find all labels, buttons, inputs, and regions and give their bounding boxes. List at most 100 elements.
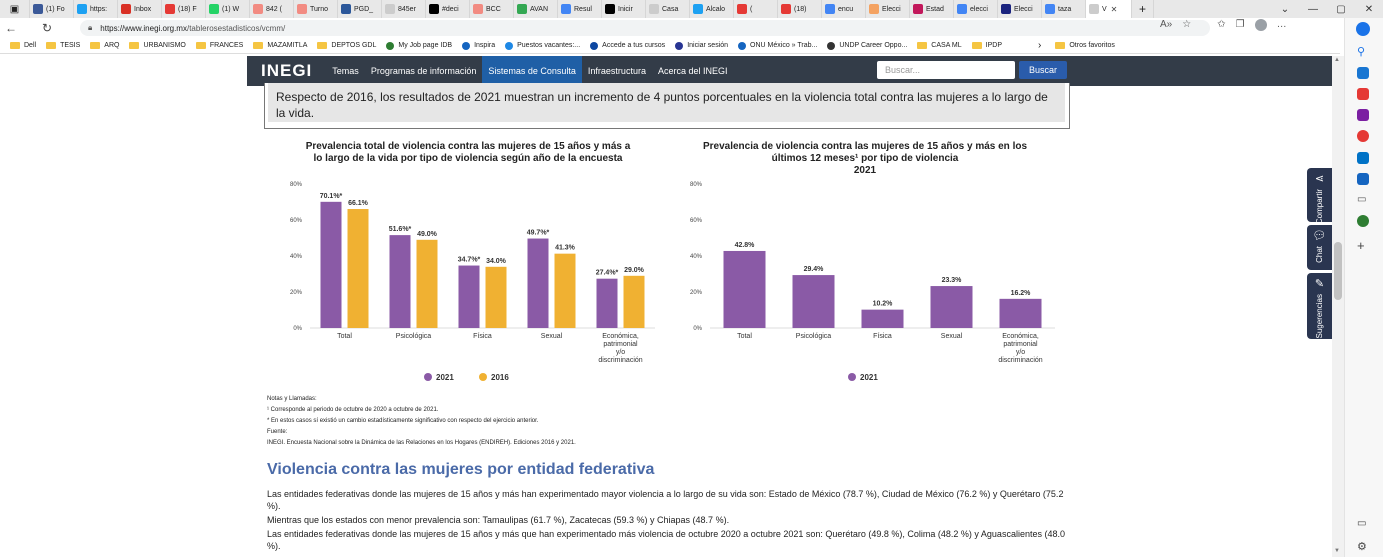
address-bar[interactable]: 🔒︎ https://www.inegi.org.mx/tablerosesta… [80,20,1210,36]
search-input[interactable]: Buscar... [877,61,1015,79]
browser-tab[interactable]: 845er [382,0,426,18]
browser-tab[interactable]: ( [734,0,778,18]
tab-actions-icon[interactable]: ▣ [0,0,30,18]
bookmark-item[interactable]: UNDP Career Oppo... [827,41,907,50]
nav-link[interactable]: Sistemas de Consulta [482,56,582,86]
drop-icon[interactable] [1357,173,1369,185]
bookmark-item[interactable]: MAZAMITLA [253,42,307,49]
browser-tab[interactable]: Casa [646,0,690,18]
browser-tab[interactable]: taza [1042,0,1086,18]
nav-link[interactable]: Acerca del INEGI [657,66,728,76]
nav-link[interactable]: Temas [332,66,359,76]
folder-icon [253,42,264,49]
designer-icon[interactable]: ▭ [1357,194,1367,205]
browser-tab[interactable]: Resul [558,0,602,18]
browser-tab[interactable]: Inicir [602,0,646,18]
browser-tab[interactable]: Estad [910,0,954,18]
bookmark-item[interactable]: Dell [10,42,36,49]
close-window-icon[interactable]: ✕ [1364,3,1374,15]
browser-tab[interactable]: V ✕ [1086,0,1132,18]
browser-tab[interactable]: #deci [426,0,470,18]
chart2-title-line: últimos 12 meses¹ por tipo de violencia [771,153,959,164]
reload-icon[interactable]: ↻ [41,21,53,35]
bookmark-item[interactable]: ARQ [90,42,119,49]
more-menu-icon[interactable]: … [1276,19,1287,30]
add-icon[interactable]: + [1357,238,1365,253]
games-icon[interactable] [1357,109,1369,121]
scroll-up-arrow[interactable]: ▲ [1334,57,1340,63]
search-button[interactable]: Buscar [1019,61,1067,79]
bookmark-item[interactable]: CASA ML [917,42,962,49]
browser-tab[interactable]: (18) [778,0,822,18]
tab-favicon-icon [957,4,967,14]
new-tab-button[interactable]: + [1132,0,1154,18]
page-scrollbar[interactable] [1332,56,1344,557]
chart2-title: Prevalencia de violencia contra las muje… [670,141,1060,177]
browser-tab[interactable]: 842 ( [250,0,294,18]
browser-tab[interactable]: Inbox [118,0,162,18]
bing-icon[interactable] [1356,22,1370,36]
bookmark-item[interactable]: ONU México » Trab... [738,41,817,50]
tools-icon[interactable] [1357,88,1369,100]
collections-icon[interactable]: ❐ [1235,19,1245,30]
other-favorites[interactable]: Otros favoritos [1055,42,1115,49]
nav-link[interactable]: Programas de información [370,66,477,76]
browser-tab[interactable]: (18) F [162,0,206,18]
minimize-icon[interactable]: — [1308,3,1318,15]
search-icon[interactable]: ⚲ [1357,46,1366,58]
browser-tab[interactable]: https: [74,0,118,18]
profile-avatar[interactable] [1254,19,1267,31]
tab-search-icon[interactable]: ⌄ [1280,3,1290,15]
bar-2016 [347,209,369,328]
suggestions-tab[interactable]: ✎ Sugerencias [1307,273,1332,339]
sidebar-layout-icon[interactable]: ▭ [1357,518,1367,529]
read-aloud-icon[interactable]: A» [1160,19,1173,30]
nav-link[interactable]: Infraestructura [587,66,646,76]
browser-tab[interactable]: Alcalo [690,0,734,18]
browser-tab[interactable]: AVAN [514,0,558,18]
bookmark-item[interactable]: My Job page IDB [386,41,452,50]
bookmark-item[interactable]: Accede a tus cursos [590,41,665,50]
bookmarks-overflow-icon[interactable]: › [1038,40,1042,51]
browser-tab[interactable]: (1) Fo [30,0,74,18]
browser-tab[interactable]: Elecci [998,0,1042,18]
bookmark-label: IPDP [985,42,1002,49]
inegi-logo[interactable]: INEGI [261,61,313,80]
back-icon[interactable]: ← [5,21,17,35]
bookmark-item[interactable]: DEPTOS GDL [317,42,376,49]
favorites-icon[interactable]: ✩ [1217,19,1226,30]
chart-legend: 2021 [848,373,878,382]
folder-icon [917,42,928,49]
paragraph: Mientras que los estados con menor preva… [267,515,730,525]
bookmark-item[interactable]: Inspira [462,41,495,50]
scrollbar-thumb[interactable] [1334,242,1342,300]
scroll-down-arrow[interactable]: ▼ [1334,548,1340,554]
maximize-icon[interactable]: ▢ [1336,3,1346,15]
bookmark-item[interactable]: IPDP [971,42,1002,49]
settings-icon[interactable]: ⚙ [1357,541,1367,553]
browser-tab[interactable]: encu [822,0,866,18]
browser-tab[interactable]: Elecci [866,0,910,18]
bar-2021 [930,286,973,328]
share-tab-label: Compartir [1315,189,1324,225]
shopping-icon[interactable] [1357,67,1369,79]
share-tab[interactable]: ⋖ Compartir [1307,168,1332,225]
browser-tab[interactable]: PGD_ [338,0,382,18]
legend-label: 2021 [860,373,878,382]
bookmark-item[interactable]: URBANISMO [129,42,186,49]
office-icon[interactable] [1357,130,1369,142]
favorite-add-icon[interactable]: ☆ [1182,19,1192,30]
browser-tab[interactable]: Turno [294,0,338,18]
bookmark-item[interactable]: TESIS [46,42,80,49]
bookmark-item[interactable]: FRANCES [195,42,243,49]
tab-label: #deci [442,5,459,13]
bookmark-item[interactable]: Puestos vacantes:... [505,41,580,50]
outlook-icon[interactable] [1357,152,1369,164]
close-tab-icon[interactable]: ✕ [1110,4,1118,14]
browser-tab[interactable]: BCC [470,0,514,18]
browser-tab[interactable]: elecci [954,0,998,18]
chat-tab[interactable]: 💬︎ Chat [1307,225,1332,270]
tree-icon[interactable] [1357,215,1369,227]
bookmark-item[interactable]: Iniciar sesión [675,41,728,50]
browser-tab[interactable]: (1) W [206,0,250,18]
